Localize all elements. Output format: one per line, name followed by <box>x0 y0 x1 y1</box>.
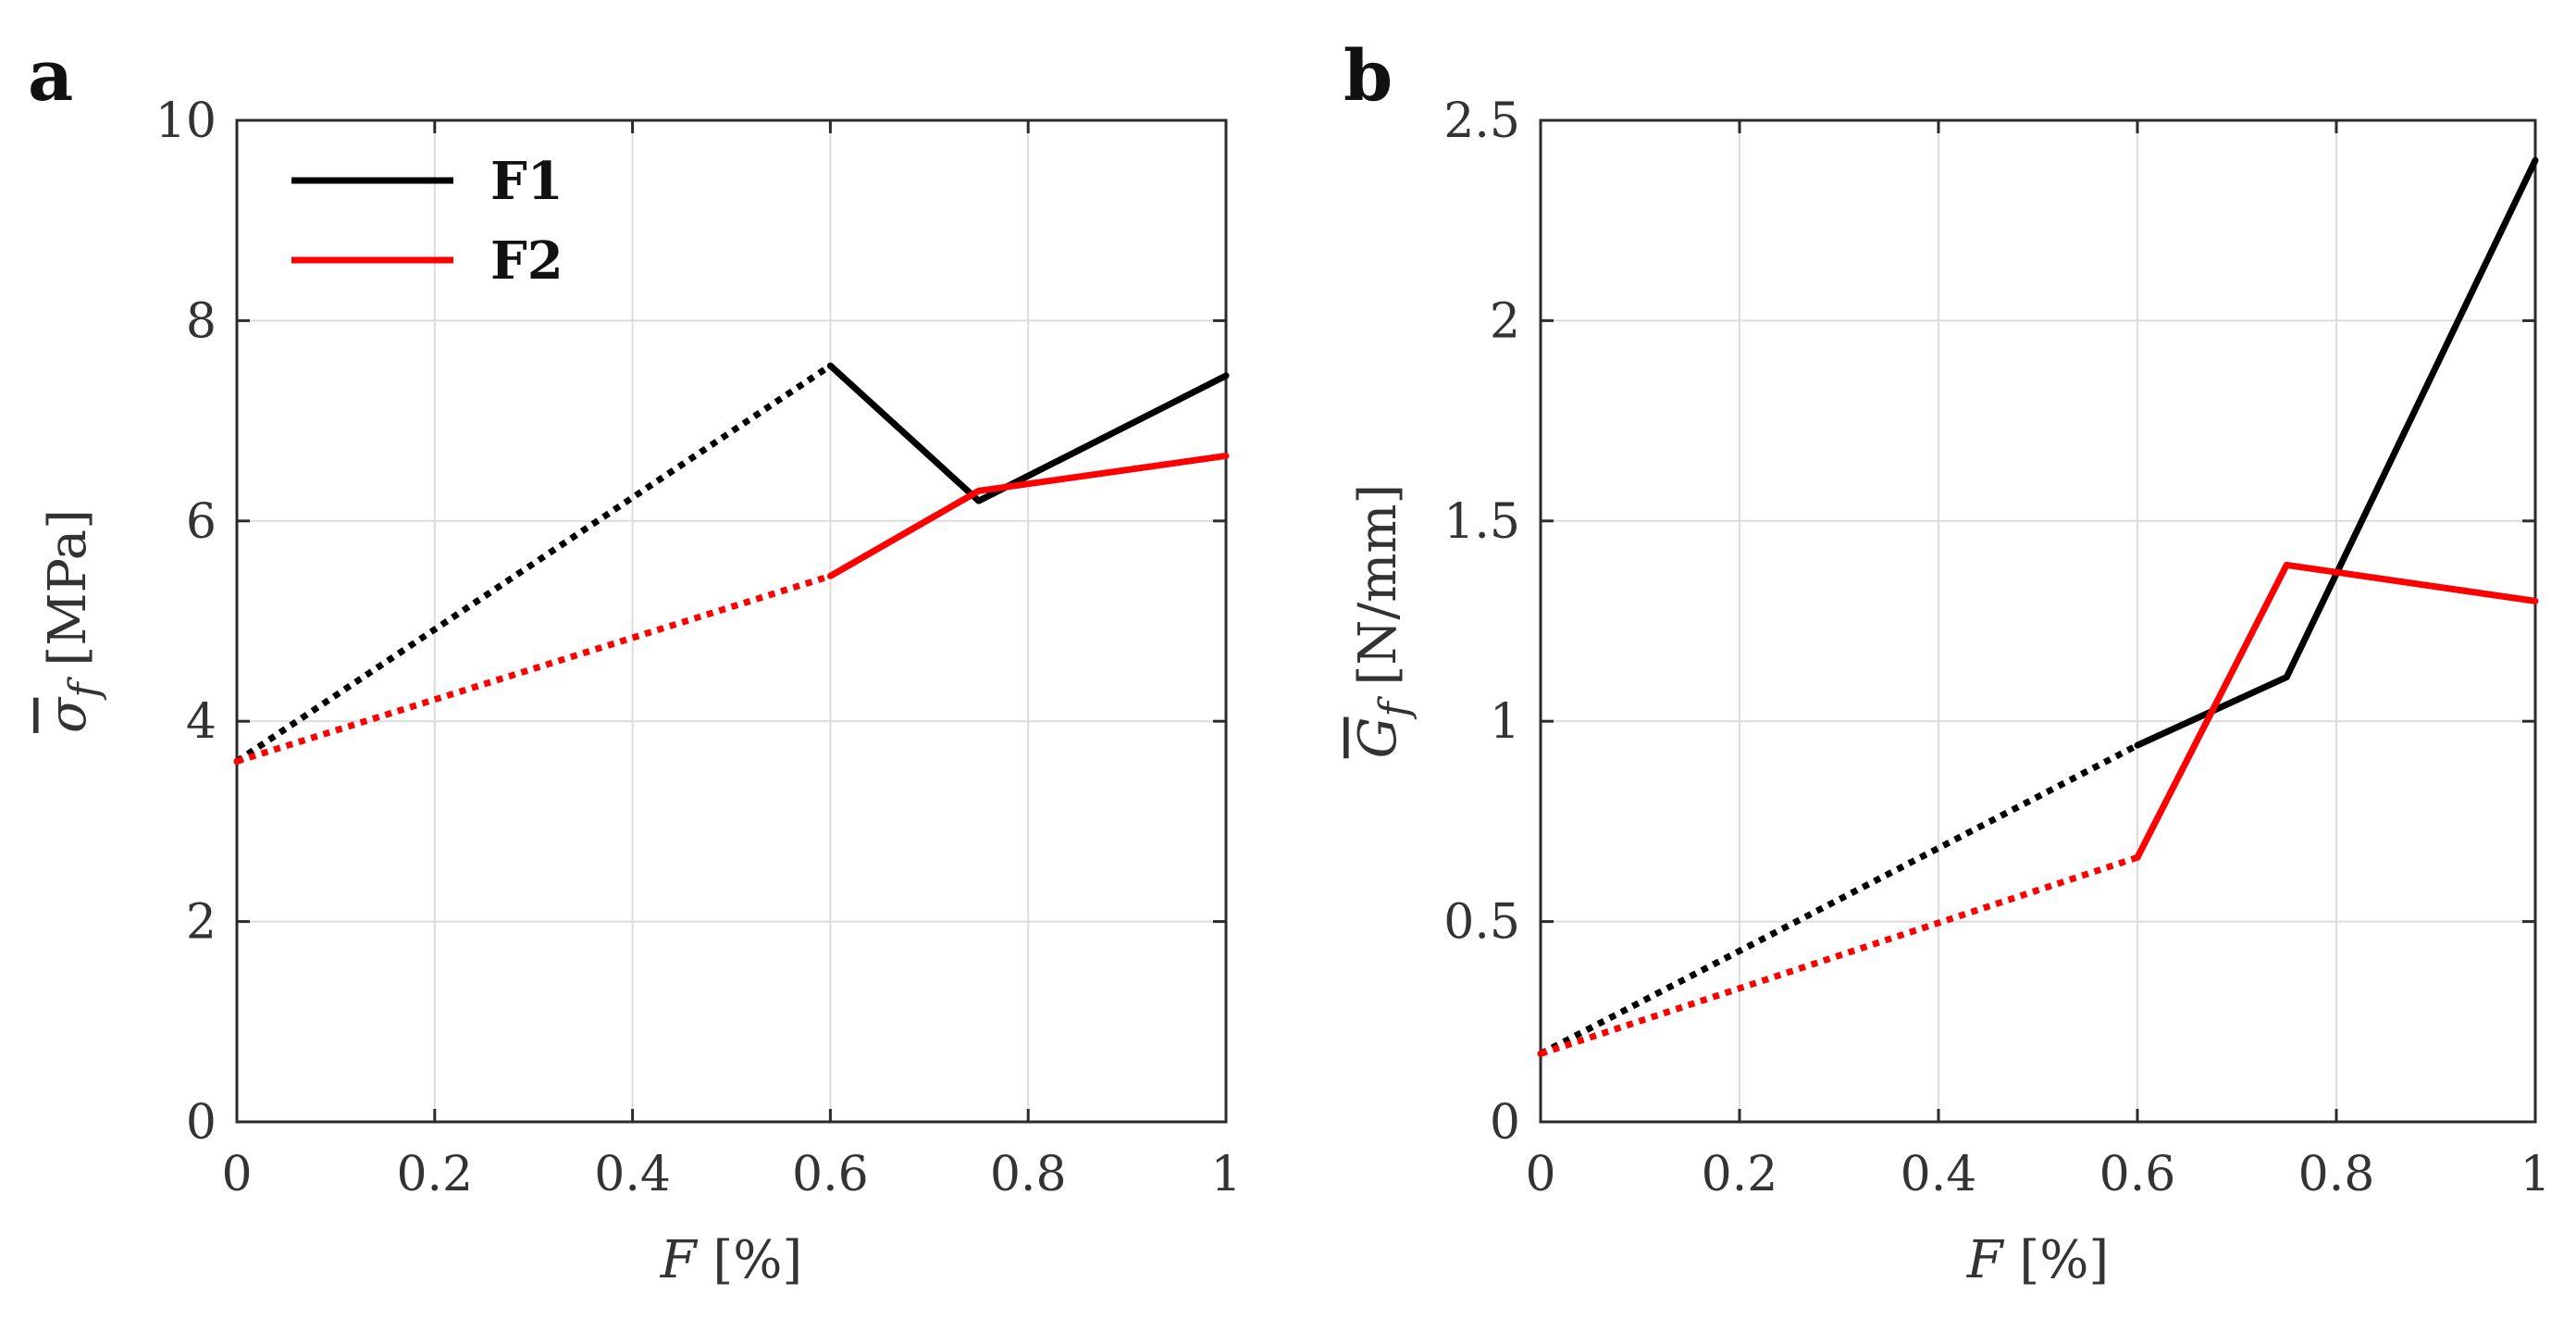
series-segment-f2 <box>978 453 1227 494</box>
x-axis-symbol: F <box>1966 1230 2005 1290</box>
y-tick-label: 8 <box>186 293 217 349</box>
series-segment-f2 <box>2134 563 2290 859</box>
x-tick-label: 0.6 <box>792 1147 869 1202</box>
data-point-f1 <box>1222 372 1230 380</box>
y-tick-label: 4 <box>186 694 217 750</box>
series-segment-f2 <box>2285 561 2536 604</box>
y-tick-label: 0.5 <box>1443 895 1520 951</box>
x-tick-label: 0.8 <box>2298 1147 2375 1202</box>
x-tick-label: 0.2 <box>396 1147 473 1202</box>
y-axis-unit: [MPa] <box>38 509 98 682</box>
data-point-f2 <box>975 487 983 494</box>
data-point-f2 <box>1537 1050 1544 1057</box>
data-point-f1 <box>975 497 983 504</box>
y-axis-unit: [N/mm] <box>1348 484 1408 703</box>
plot-frame <box>1539 118 2537 1124</box>
data-point-f1 <box>2134 741 2141 749</box>
legend-label-f2: F2 <box>490 230 564 292</box>
y-tick-label: 6 <box>186 494 217 550</box>
data-point-f2 <box>2532 597 2539 604</box>
series-segment-f2 <box>828 488 981 579</box>
x-tick-label: 1 <box>2520 1147 2550 1202</box>
x-axis-symbol: F <box>660 1230 699 1290</box>
data-point-f2 <box>1222 452 1230 459</box>
plot-frame <box>235 118 1228 1124</box>
panel-label: b <box>1344 34 1393 117</box>
x-tick-label: 0.4 <box>1901 1147 1977 1202</box>
y-tick-label: 10 <box>155 93 217 149</box>
series-f2 <box>1537 561 2539 1057</box>
data-point-f2 <box>2283 561 2290 568</box>
data-point-f2 <box>826 572 834 579</box>
x-tick-label: 0.2 <box>1702 1147 1778 1202</box>
x-tick-label: 0.6 <box>2099 1147 2176 1202</box>
chart-panel-b: 0 0.2 0.4 0.6 0.8 1 0 0.5 1 1.5 2 2.5 F [%] Gf [N/mm]… <box>1344 34 2551 1290</box>
y-tick-label: 0 <box>186 1095 217 1151</box>
series-segment-f2 <box>235 572 832 765</box>
series-segment-f1 <box>977 372 1228 504</box>
x-tick-label: 0.4 <box>594 1147 671 1202</box>
y-axis-title: σf [MPa] <box>38 509 108 733</box>
legend-label-f1: F1 <box>490 151 564 212</box>
data-point-f1 <box>826 362 834 369</box>
series-segment-f1 <box>828 363 982 504</box>
x-tick-label: 0.8 <box>990 1147 1067 1202</box>
series-f1 <box>233 362 1230 765</box>
data-point-f1 <box>2283 674 2290 681</box>
panel-label: a <box>28 34 73 117</box>
series-segment-f1 <box>235 363 833 765</box>
x-tick-label: 0 <box>221 1147 252 1202</box>
y-tick-label: 2 <box>186 895 217 951</box>
series-segment-f1 <box>2284 158 2539 679</box>
y-tick-label: 1 <box>1490 694 1520 750</box>
x-axis-title: F [%] <box>660 1230 803 1290</box>
x-axis-unit: [%] <box>2003 1230 2110 1290</box>
series-segment-f1 <box>1539 742 2139 1057</box>
y-axis-symbol: σ <box>38 696 98 733</box>
data-point-f2 <box>233 757 241 765</box>
series-segment-f2 <box>1539 854 2139 1057</box>
y-axis-title: Gf [N/mm] <box>1348 484 1418 759</box>
x-axis-unit: [%] <box>697 1230 803 1290</box>
data-point-f2 <box>2134 853 2141 861</box>
y-tick-label: 2.5 <box>1443 93 1520 149</box>
x-tick-label: 1 <box>1210 1147 1241 1202</box>
series-f2 <box>233 452 1230 765</box>
x-tick-label: 0 <box>1525 1147 1555 1202</box>
x-axis-title: F [%] <box>1966 1230 2110 1290</box>
y-tick-label: 2 <box>1490 293 1520 349</box>
data-point-f1 <box>2532 156 2539 164</box>
y-axis-symbol: G <box>1348 717 1408 759</box>
y-tick-label: 0 <box>1490 1095 1520 1151</box>
y-tick-label: 1.5 <box>1443 494 1520 550</box>
